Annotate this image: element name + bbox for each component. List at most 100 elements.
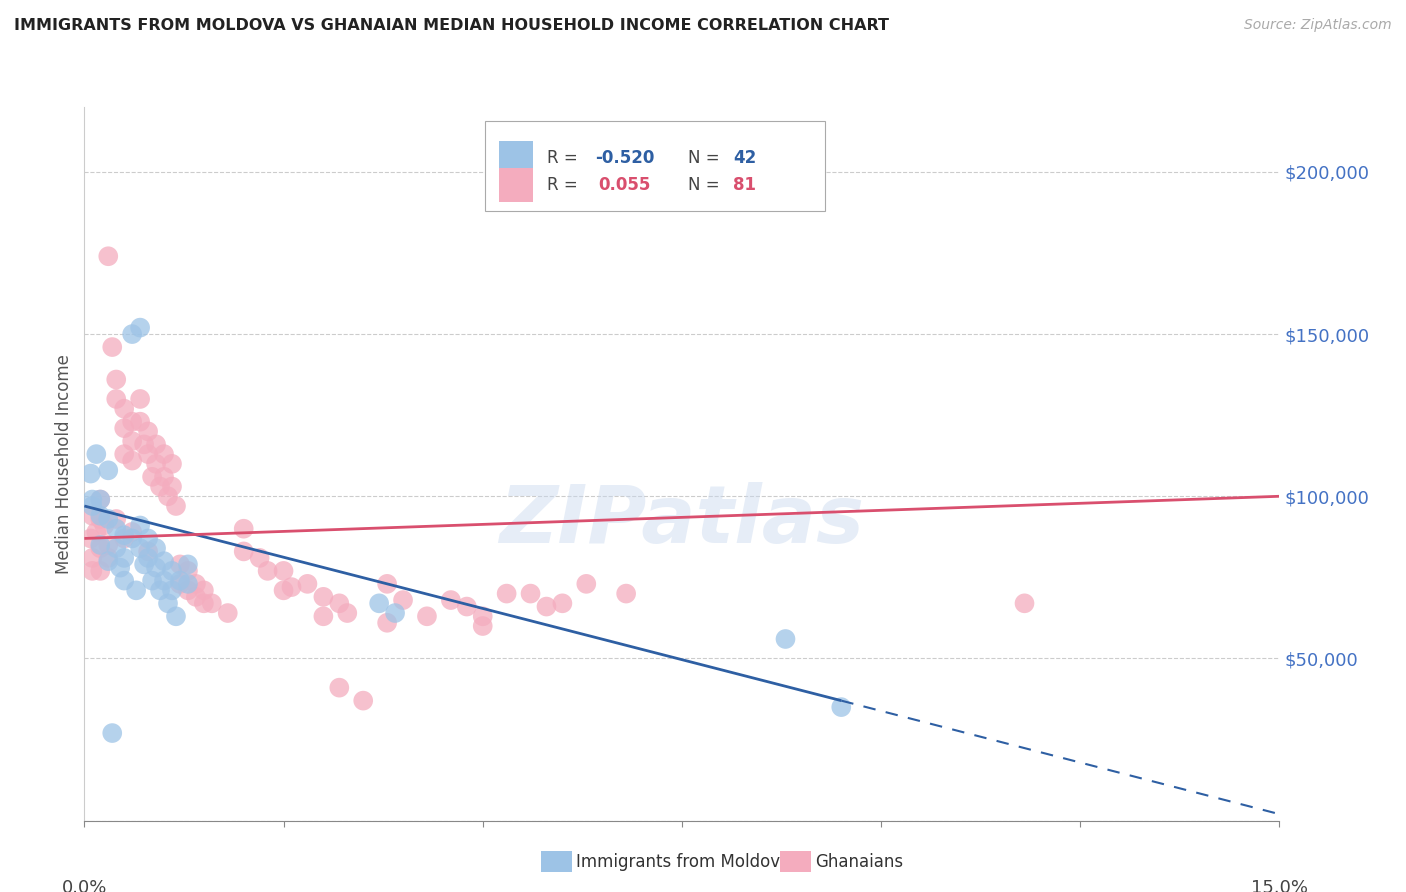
Point [392,593,415,607]
Point [97,249,120,263]
Point [89,492,111,507]
Text: -0.520: -0.520 [595,149,654,167]
Point [184,590,207,604]
Point [141,574,163,588]
Point [165,609,187,624]
Point [121,453,143,467]
Point [105,541,128,556]
Point [169,574,191,588]
Point [97,463,120,477]
FancyBboxPatch shape [499,168,533,202]
Point [177,564,200,578]
Point [136,544,159,558]
Point [82,499,104,513]
Point [129,518,152,533]
Point [149,479,172,493]
Point [145,457,167,471]
Point [129,415,152,429]
Point [121,415,143,429]
Point [328,596,350,610]
Point [89,508,111,523]
Point [368,596,391,610]
Text: 0.055: 0.055 [599,176,651,194]
Text: R =: R = [547,149,583,167]
Point [375,615,398,630]
Point [328,681,350,695]
Point [112,528,135,542]
Point [129,541,152,556]
Point [1014,596,1036,610]
Point [256,564,278,578]
Point [129,392,152,406]
Point [312,609,335,624]
Point [121,327,143,342]
Point [551,596,574,610]
Point [89,512,111,526]
Text: 42: 42 [734,149,756,167]
Text: Immigrants from Moldova: Immigrants from Moldova [576,853,790,871]
Point [112,421,135,435]
Text: IMMIGRANTS FROM MOLDOVA VS GHANAIAN MEDIAN HOUSEHOLD INCOME CORRELATION CHART: IMMIGRANTS FROM MOLDOVA VS GHANAIAN MEDI… [14,18,889,33]
Point [232,544,254,558]
Point [160,457,183,471]
Point [112,550,135,565]
Point [129,320,152,334]
Point [82,564,104,578]
Text: Source: ZipAtlas.com: Source: ZipAtlas.com [1244,18,1392,32]
Point [273,564,295,578]
Point [157,489,180,503]
Point [165,499,187,513]
Point [105,512,128,526]
Point [519,586,541,600]
Point [121,434,143,449]
Point [89,492,111,507]
Text: 0.0%: 0.0% [62,879,107,892]
FancyBboxPatch shape [499,141,533,175]
Point [132,558,156,572]
Point [136,425,159,439]
Text: Ghanaians: Ghanaians [815,853,904,871]
Point [184,577,207,591]
Point [153,574,176,588]
Point [536,599,558,614]
Point [97,512,120,526]
Point [249,550,271,565]
Point [136,550,159,565]
Point [471,609,494,624]
Point [153,554,176,568]
Point [89,541,111,556]
Point [495,586,517,600]
Point [110,560,132,574]
Point [384,606,406,620]
Point [153,447,176,461]
Point [80,532,103,546]
Point [125,583,148,598]
Point [416,609,439,624]
Point [132,437,156,451]
Point [575,577,598,591]
Point [193,583,215,598]
Point [336,606,359,620]
Point [160,583,183,598]
Point [471,619,494,633]
Text: 81: 81 [734,176,756,194]
Point [145,541,167,556]
Text: ZIPatlas: ZIPatlas [499,482,865,560]
Text: R =: R = [547,176,588,194]
Point [153,470,176,484]
Point [149,583,172,598]
FancyBboxPatch shape [485,121,825,211]
Point [136,447,159,461]
Point [160,479,183,493]
Point [121,532,143,546]
Point [375,577,398,591]
Point [145,560,167,574]
Point [157,596,180,610]
Point [217,606,239,620]
Point [82,508,104,523]
Point [82,492,104,507]
Point [160,564,183,578]
Y-axis label: Median Household Income: Median Household Income [55,354,73,574]
Point [440,593,463,607]
Point [312,590,335,604]
